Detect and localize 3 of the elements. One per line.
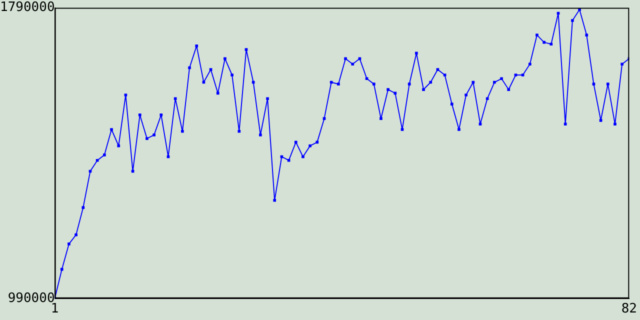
x-tick-label: 1 [50, 302, 59, 317]
y-tick-label: 1790000 [0, 0, 55, 16]
x-tick-label: 82 [621, 302, 637, 317]
